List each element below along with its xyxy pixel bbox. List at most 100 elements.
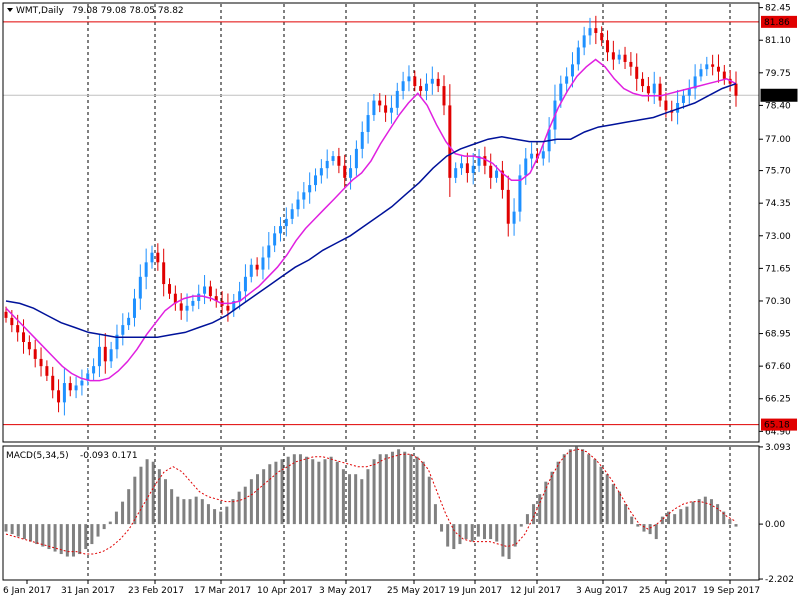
candle	[39, 347, 43, 377]
macd-histogram-bar	[562, 454, 566, 525]
candle	[460, 155, 464, 175]
date-tick-label: 17 Mar 2017	[194, 586, 251, 596]
candle	[302, 182, 306, 209]
macd-histogram-bar	[139, 466, 143, 525]
candle-body	[570, 64, 574, 77]
candle	[80, 369, 84, 396]
macd-histogram-bar	[194, 496, 198, 525]
candle-body	[261, 257, 265, 270]
candle	[296, 191, 300, 217]
macd-histogram-bar	[59, 524, 63, 555]
macd-histogram-bar	[513, 524, 517, 547]
candle	[325, 149, 329, 179]
candle	[45, 360, 49, 382]
candle-body	[144, 262, 148, 277]
macd-histogram-bar	[716, 504, 720, 525]
candle	[646, 77, 650, 102]
macd-histogram-bar	[679, 509, 683, 525]
macd-histogram-bar	[599, 466, 603, 525]
macd-histogram-bar	[532, 504, 536, 525]
candle	[611, 40, 615, 70]
candle-body	[10, 317, 14, 326]
date-tick-label: 19 Jun 2017	[448, 586, 502, 596]
candle-body	[4, 311, 8, 318]
candle	[541, 143, 545, 166]
label-layer: 81.86 65.18 78.82	[760, 15, 798, 431]
price-tick-label: 74.35	[765, 199, 791, 209]
macd-histogram-bar	[188, 499, 192, 525]
candle-body	[109, 349, 113, 362]
candle-body	[582, 35, 586, 48]
macd-histogram-bar	[10, 524, 14, 535]
price-panel-frame	[2, 2, 760, 443]
candle	[33, 339, 37, 368]
candle-body	[506, 189, 510, 224]
candle-body	[372, 100, 376, 116]
macd-histogram-bar	[397, 449, 401, 525]
candle-body	[471, 165, 475, 174]
candle	[278, 217, 282, 242]
candle	[489, 153, 493, 189]
candle-body	[255, 264, 259, 270]
candle	[156, 243, 160, 271]
candle	[127, 312, 131, 330]
macd-histogram-bar	[329, 456, 333, 525]
candle	[255, 257, 259, 277]
macd-histogram-bar	[360, 479, 364, 525]
candle	[635, 53, 639, 91]
macd-histogram-bar	[29, 524, 33, 542]
candle-body	[267, 245, 271, 258]
macd-histogram-bar	[145, 459, 149, 525]
candle	[401, 71, 405, 100]
candle	[22, 319, 26, 354]
candle	[97, 334, 101, 378]
candle-body	[716, 66, 720, 72]
macd-histogram-bar	[280, 459, 284, 525]
slow-moving-average-line	[5, 82, 737, 338]
macd-tick-label: 3.093	[765, 443, 791, 453]
candle	[62, 368, 66, 416]
candle	[681, 89, 685, 109]
candle	[518, 164, 522, 222]
macd-histogram-bar	[728, 519, 732, 525]
macd-histogram-bar	[372, 459, 376, 525]
candle	[734, 71, 738, 107]
candle-body	[378, 100, 382, 106]
candle-body	[115, 334, 119, 350]
macd-histogram-bar	[90, 524, 94, 545]
macd-histogram-bar	[41, 524, 45, 547]
candle-body	[354, 148, 358, 169]
date-tick-label: 12 Jul 2017	[510, 586, 561, 596]
candle-body	[232, 300, 236, 311]
candle	[395, 82, 399, 116]
macd-histogram-bar	[624, 504, 628, 525]
candle	[384, 95, 388, 122]
macd-histogram-bar	[262, 469, 266, 525]
candle-body	[430, 78, 434, 84]
candle-body	[103, 346, 107, 362]
candle	[722, 64, 726, 85]
price-tick-label: 64.90	[765, 427, 791, 437]
symbol-header: WMT,Daily 79.08 79.08 78.05 78.82	[7, 6, 184, 16]
macd-histogram-bar	[587, 454, 591, 525]
candle	[319, 159, 323, 184]
candle	[448, 84, 452, 197]
candle	[214, 288, 218, 308]
macd-histogram-bar	[354, 474, 358, 525]
macd-histogram-bar	[660, 516, 664, 525]
candle	[535, 148, 539, 164]
macd-histogram-bar	[734, 524, 738, 527]
macd-histogram-bar	[593, 459, 597, 525]
candle-body	[278, 226, 282, 234]
candle-body	[535, 153, 539, 159]
macd-histogram-bar	[286, 456, 290, 525]
macd-histogram-bar	[35, 524, 39, 545]
macd-signal-layer	[5, 448, 737, 555]
candle-body	[623, 54, 627, 62]
candle	[652, 71, 656, 104]
collapse-arrow-icon[interactable]	[7, 8, 13, 12]
candle-body	[150, 252, 154, 263]
candle	[360, 121, 364, 159]
candle-body	[331, 156, 335, 161]
